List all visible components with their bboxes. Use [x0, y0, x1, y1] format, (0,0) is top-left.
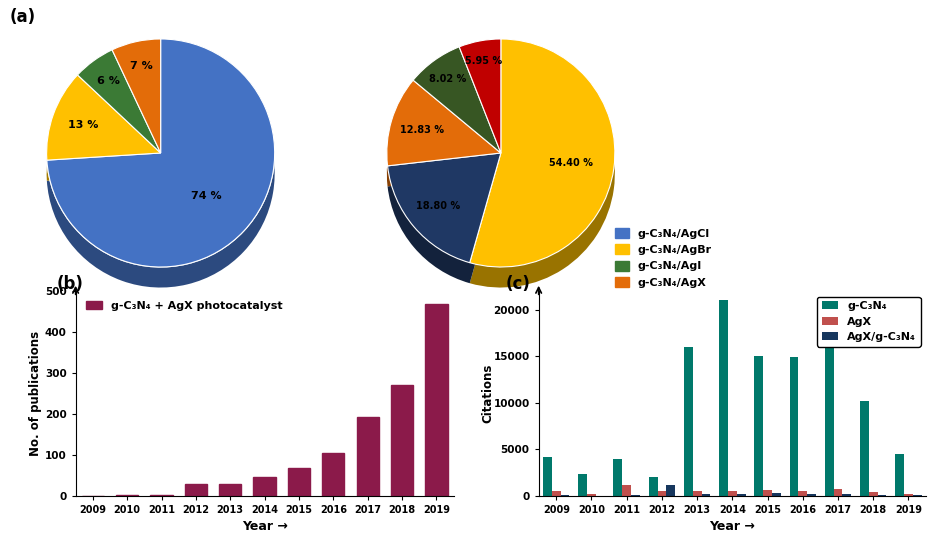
Wedge shape: [469, 39, 615, 267]
Text: 6 %: 6 %: [97, 76, 120, 86]
Bar: [718, 300, 727, 496]
Wedge shape: [46, 75, 160, 160]
Bar: [841, 494, 851, 496]
Text: (b): (b): [57, 275, 83, 293]
Bar: [877, 495, 885, 496]
Bar: [868, 492, 877, 496]
Wedge shape: [46, 95, 160, 181]
Wedge shape: [47, 39, 275, 267]
Bar: [551, 491, 560, 496]
Bar: [586, 494, 596, 496]
Bar: [631, 495, 639, 496]
Legend: g-C₃N₄, AgX, AgX/g-C₃N₄: g-C₃N₄, AgX, AgX/g-C₃N₄: [817, 296, 919, 347]
Wedge shape: [386, 101, 500, 186]
Wedge shape: [77, 71, 160, 174]
Wedge shape: [469, 59, 615, 287]
Bar: [683, 347, 692, 496]
Bar: [700, 494, 710, 496]
Bar: [253, 478, 276, 496]
Bar: [288, 468, 310, 496]
Bar: [789, 357, 798, 496]
Text: 8.02 %: 8.02 %: [429, 74, 465, 84]
Bar: [578, 474, 586, 496]
Wedge shape: [112, 39, 160, 153]
Text: 18.80 %: 18.80 %: [415, 201, 460, 211]
Text: 74 %: 74 %: [191, 191, 222, 201]
Bar: [666, 485, 674, 496]
Wedge shape: [46, 75, 160, 160]
Wedge shape: [413, 47, 500, 153]
Bar: [736, 494, 745, 496]
Bar: [771, 493, 780, 496]
Bar: [543, 457, 551, 496]
Bar: [356, 417, 379, 496]
Wedge shape: [77, 50, 160, 153]
Bar: [219, 483, 241, 496]
Bar: [648, 477, 657, 496]
Wedge shape: [387, 174, 500, 283]
Wedge shape: [386, 80, 500, 166]
Bar: [727, 491, 736, 496]
Text: (a): (a): [9, 8, 36, 26]
Bar: [859, 401, 868, 496]
Bar: [657, 491, 666, 496]
Bar: [753, 356, 763, 496]
Wedge shape: [47, 39, 275, 267]
Bar: [798, 491, 806, 496]
Text: 7 %: 7 %: [129, 61, 153, 71]
Text: Citations: Citations: [481, 364, 495, 423]
Y-axis label: No. of publications: No. of publications: [29, 331, 42, 456]
Legend: g-C₃N₄/AgCl, g-C₃N₄/AgBr, g-C₃N₄/AgI, g-C₃N₄/AgX: g-C₃N₄/AgCl, g-C₃N₄/AgBr, g-C₃N₄/AgI, g-…: [610, 224, 716, 292]
X-axis label: Year →: Year →: [242, 521, 287, 534]
Bar: [322, 453, 345, 496]
Bar: [894, 454, 903, 496]
Bar: [833, 489, 841, 496]
Wedge shape: [77, 50, 160, 153]
Wedge shape: [387, 153, 500, 262]
Legend: g-C₃N₄ + AgX photocatalyst: g-C₃N₄ + AgX photocatalyst: [81, 296, 287, 315]
Bar: [150, 495, 173, 496]
Wedge shape: [47, 59, 275, 287]
Bar: [692, 491, 700, 496]
Bar: [425, 304, 447, 496]
Bar: [806, 494, 816, 496]
Wedge shape: [112, 39, 160, 153]
Text: 12.83 %: 12.83 %: [399, 125, 444, 135]
Bar: [613, 459, 622, 496]
Bar: [903, 494, 912, 496]
Wedge shape: [459, 39, 500, 153]
Bar: [184, 485, 207, 496]
Bar: [391, 385, 413, 496]
Bar: [824, 337, 833, 496]
Bar: [622, 485, 631, 496]
Wedge shape: [413, 67, 500, 174]
Text: 5.95 %: 5.95 %: [464, 56, 501, 66]
Bar: [763, 490, 771, 496]
Text: (c): (c): [505, 275, 530, 293]
Legend: Pollutant degradation, Others, H₂ evolution, CO₂ reduction, Microbial Inactivati: Pollutant degradation, Others, H₂ evolut…: [942, 216, 944, 301]
Text: 13 %: 13 %: [68, 120, 98, 130]
Wedge shape: [112, 59, 160, 174]
Wedge shape: [459, 59, 500, 174]
X-axis label: Year →: Year →: [709, 521, 754, 534]
Text: 54.40 %: 54.40 %: [548, 158, 592, 168]
